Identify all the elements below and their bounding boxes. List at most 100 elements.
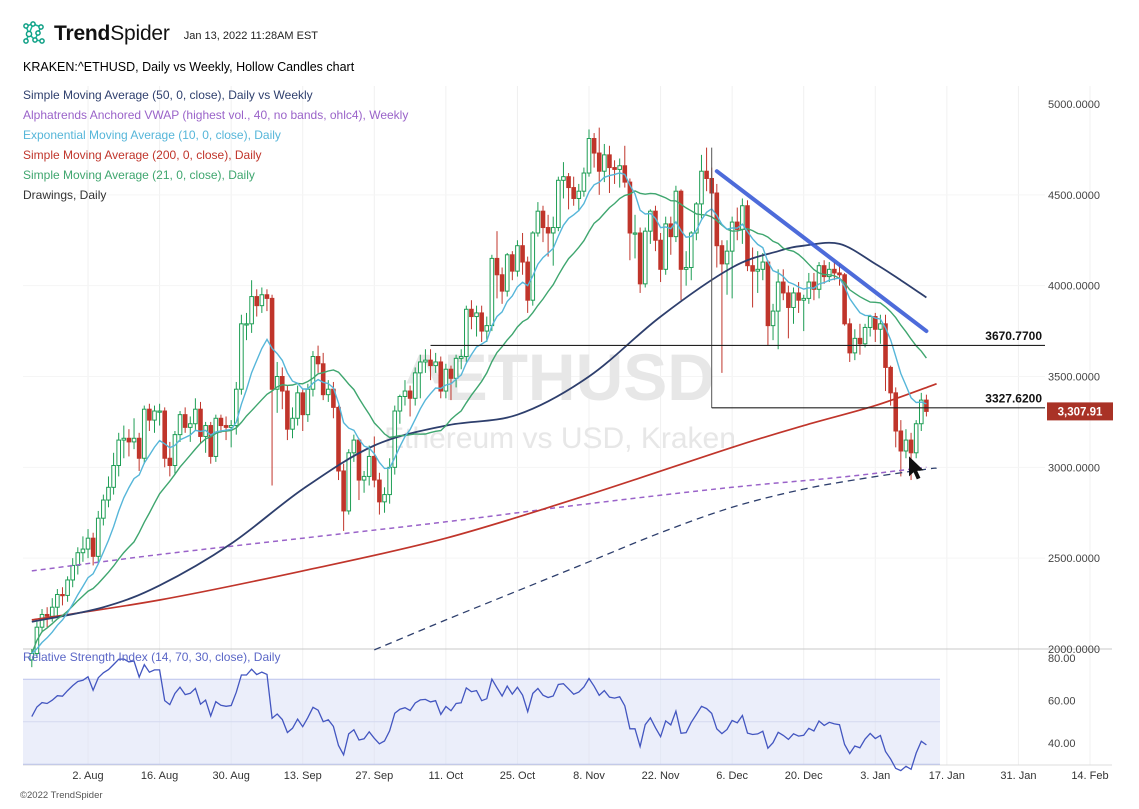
candle-body <box>259 294 265 307</box>
candle-body <box>648 210 653 232</box>
candle-body <box>520 245 525 263</box>
candle-body <box>602 154 607 172</box>
candle-body <box>121 437 127 441</box>
candle-body <box>366 455 372 477</box>
candle-body <box>443 368 449 392</box>
candle-body <box>504 254 510 292</box>
candle-body <box>770 310 776 327</box>
watermark-subtitle: Ethereum vs USD, Kraken <box>384 422 736 455</box>
candle-body <box>320 363 326 396</box>
candle-body <box>29 653 35 661</box>
trendspider-logo-icon[interactable] <box>20 20 47 47</box>
candle-body <box>699 170 704 205</box>
copyright: ©2022 TrendSpider <box>20 790 103 801</box>
candle-body <box>285 390 290 430</box>
candle-body <box>305 388 311 416</box>
candle-body <box>832 268 837 274</box>
candle-body <box>44 613 50 617</box>
candle-body <box>612 167 617 170</box>
candle-body <box>489 257 495 327</box>
candle-body <box>530 232 536 301</box>
candle-body <box>402 390 408 397</box>
sma50-daily-line <box>31 241 927 623</box>
candle-body <box>903 439 909 452</box>
anchored-vwap-line <box>31 466 927 572</box>
candle-body <box>791 292 796 308</box>
candle-body <box>218 417 224 427</box>
candle-body <box>617 165 622 170</box>
candle-body <box>438 361 444 392</box>
candle-body <box>423 359 428 363</box>
candle-body <box>325 388 331 396</box>
legend-item[interactable]: Exponential Moving Average (10, 0, close… <box>23 128 281 142</box>
candle-body <box>750 265 755 272</box>
candle-body <box>596 152 602 172</box>
candle-body <box>167 457 173 467</box>
candle-body <box>847 323 853 354</box>
brand-trend: Trend <box>54 21 111 45</box>
candle-body <box>924 399 929 412</box>
candle-body <box>801 297 807 301</box>
candle-body <box>428 359 433 367</box>
x-axis-label: 3. Jan <box>860 770 890 782</box>
candle-body <box>85 537 91 550</box>
sma50-weekly-line <box>374 467 937 651</box>
rsi-axis-label: 60.00 <box>1048 696 1076 708</box>
x-axis-label: 27. Sep <box>355 770 393 782</box>
candle-body <box>152 410 157 421</box>
candle-body <box>387 466 392 496</box>
candle-body <box>627 181 633 234</box>
sma21-line <box>31 190 927 654</box>
candle-body <box>141 408 147 459</box>
x-axis-label: 22. Nov <box>642 770 680 782</box>
candle-body <box>694 203 699 234</box>
candle-body <box>244 323 249 326</box>
candle-body <box>878 323 883 330</box>
y-axis-label: 3000.0000 <box>1048 462 1100 474</box>
candle-body <box>540 210 546 229</box>
rsi-axis-label: 40.00 <box>1048 738 1076 750</box>
brand[interactable]: TrendSpider <box>54 22 170 46</box>
candle-body <box>397 395 403 412</box>
candle-body <box>193 408 198 425</box>
candle-body <box>581 172 587 192</box>
sma200-daily-line <box>31 382 937 621</box>
downtrend-trendline[interactable] <box>714 169 929 334</box>
candle-body <box>315 356 321 365</box>
x-axis-label: 6. Dec <box>716 770 748 782</box>
candle-body <box>448 368 454 379</box>
candle-body <box>382 494 387 503</box>
legend-item[interactable]: Simple Moving Average (200, 0, close), D… <box>23 148 262 162</box>
x-axis-label: 13. Sep <box>284 770 322 782</box>
candle-body <box>177 414 183 436</box>
candle-body <box>796 292 801 301</box>
legend-item[interactable]: Simple Moving Average (50, 0, close), Da… <box>23 88 313 102</box>
candle-body <box>591 138 597 154</box>
candle-body <box>101 499 106 519</box>
candle-body <box>576 190 582 199</box>
candle-body <box>908 439 914 454</box>
candle-body <box>683 267 689 270</box>
candle-body <box>888 366 893 394</box>
legend-item[interactable]: Simple Moving Average (21, 0, close), Da… <box>23 168 255 182</box>
candle-body <box>704 170 709 179</box>
rsi-line <box>31 658 927 772</box>
candle-body <box>453 357 459 379</box>
candle-body <box>356 439 362 481</box>
candle-body <box>55 594 60 608</box>
candle-body <box>780 281 786 294</box>
legend-item[interactable]: Drawings, Daily <box>23 188 107 202</box>
candle-body <box>80 548 86 554</box>
candle-body <box>857 337 863 345</box>
candle-body <box>816 265 822 290</box>
candle-body <box>49 606 55 617</box>
candle-body <box>254 296 260 307</box>
candle-body <box>300 392 306 416</box>
candle-body <box>918 399 924 425</box>
candle-body <box>111 465 116 488</box>
y-axis-label: 2000.0000 <box>1048 644 1100 656</box>
candle-body <box>515 245 520 272</box>
legend-item[interactable]: Alphatrends Anchored VWAP (highest vol.,… <box>23 108 409 122</box>
